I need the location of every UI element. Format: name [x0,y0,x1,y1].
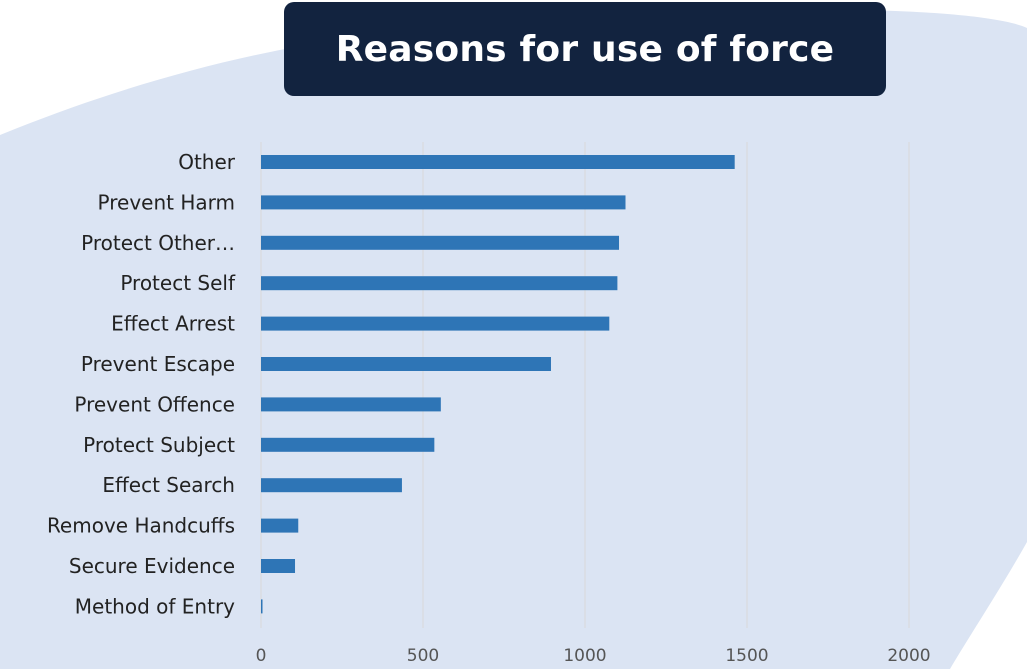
gridlines [260,142,910,628]
category-label: Other [178,150,236,174]
bar [261,518,299,533]
x-tick-label: 1000 [563,646,606,666]
category-label: Effect Arrest [111,312,235,336]
bar [261,357,551,371]
bar [261,195,626,210]
category-label: Effect Search [102,473,235,497]
category-label: Protect Subject [83,433,235,457]
category-label: Remove Handcuffs [47,514,235,538]
category-label: Protect Self [120,271,236,295]
bar [261,478,402,493]
category-label: Secure Evidence [69,554,235,578]
bar [261,155,735,169]
bar [261,559,296,573]
x-tick-labels: 0 500 1000 1500 2000 [256,646,931,666]
bar [261,235,620,250]
bars [261,155,735,614]
category-label: Prevent Harm [98,190,235,214]
x-tick-label: 1500 [725,646,768,666]
bar [261,316,610,331]
category-label: Prevent Offence [74,392,235,416]
x-tick-label: 2000 [887,646,930,666]
category-label: Protect Other… [81,231,235,255]
bar [261,599,263,614]
bar [261,437,435,452]
category-labels: Other Prevent Harm Protect Other… Protect S… [47,150,236,618]
x-tick-label: 500 [407,646,439,666]
x-tick-label: 0 [256,646,267,666]
bar [261,397,441,412]
chart-title: Reasons for use of force [335,28,835,70]
chart-title-box: Reasons for use of force [284,2,886,96]
bar [261,276,618,291]
category-label: Prevent Escape [81,352,235,376]
category-label: Method of Entry [75,594,235,618]
